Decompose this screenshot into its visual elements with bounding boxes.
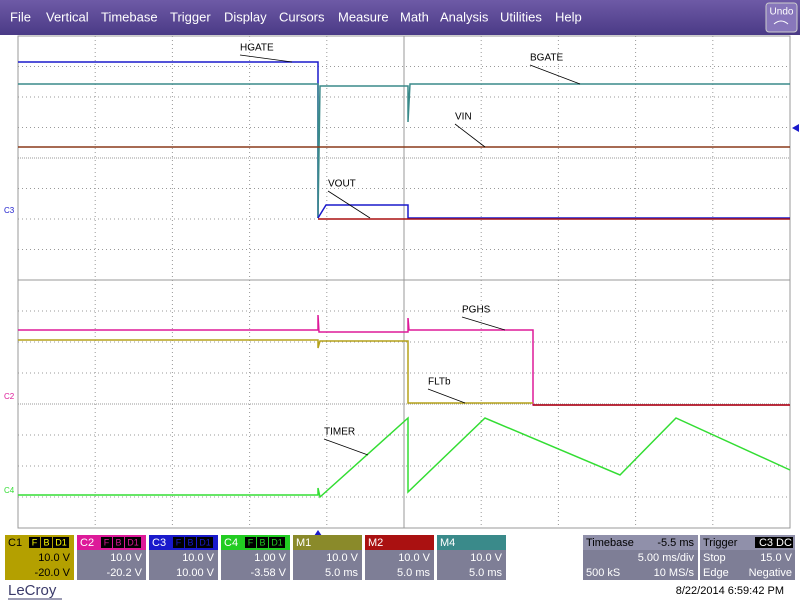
badge-label: B bbox=[115, 537, 121, 547]
channel-marker: C4 bbox=[4, 486, 15, 495]
vout-trace bbox=[318, 205, 790, 218]
timebase-per-div: 5.00 ms/div bbox=[638, 552, 695, 564]
channel-marker: C2 bbox=[4, 392, 15, 401]
trace-label: BGATE bbox=[530, 53, 563, 64]
trigger-slope: Negative bbox=[749, 567, 792, 579]
trace-label: VOUT bbox=[328, 179, 356, 190]
trigger-level-marker bbox=[792, 124, 799, 132]
menu-item[interactable]: Timebase bbox=[101, 9, 158, 24]
trigger-source: C3 bbox=[759, 537, 773, 549]
menu-item[interactable]: Measure bbox=[338, 9, 389, 24]
graticule bbox=[18, 36, 790, 528]
trace-label: VIN bbox=[455, 112, 472, 123]
badge-label: D1 bbox=[199, 537, 211, 547]
badge-label: D1 bbox=[127, 537, 139, 547]
badge-label: B bbox=[187, 537, 193, 547]
channel-offset: -3.58 V bbox=[251, 567, 287, 579]
channel-name: M4 bbox=[440, 537, 455, 549]
timebase-delay: -5.5 ms bbox=[657, 537, 694, 549]
channel-name: C2 bbox=[80, 537, 94, 549]
channel-name: M1 bbox=[296, 537, 311, 549]
menu-item[interactable]: Vertical bbox=[46, 9, 89, 24]
menu-item[interactable]: Analysis bbox=[440, 9, 489, 24]
menu-item[interactable]: Cursors bbox=[279, 9, 325, 24]
channel-offset: -20.0 V bbox=[35, 567, 71, 579]
trace-label: TIMER bbox=[324, 427, 355, 438]
channel-name: M2 bbox=[368, 537, 383, 549]
trigger-mode: Stop bbox=[703, 552, 726, 564]
fltb-trace bbox=[18, 340, 533, 403]
trigger-coupling: DC bbox=[776, 537, 792, 549]
trigger-type: Edge bbox=[703, 567, 729, 579]
channel-name: C4 bbox=[224, 537, 238, 549]
menu-item[interactable]: Display bbox=[224, 9, 267, 24]
hgate-trace bbox=[18, 62, 318, 218]
channel-offset: 10.00 V bbox=[176, 567, 215, 579]
badge-label: F bbox=[248, 537, 254, 547]
leader-line bbox=[428, 389, 465, 403]
channel-marker: C3 bbox=[4, 206, 15, 215]
channel-scale: 10.0 V bbox=[470, 552, 502, 564]
channel-offset: 5.0 ms bbox=[397, 567, 431, 579]
channel-scale: 10.0 V bbox=[326, 552, 358, 564]
trace-label: HGATE bbox=[240, 43, 274, 54]
channel-offset: 5.0 ms bbox=[469, 567, 503, 579]
badge-label: D1 bbox=[271, 537, 283, 547]
timebase-samples: 500 kS bbox=[586, 567, 620, 579]
trigger-title: Trigger bbox=[703, 537, 738, 549]
menu-item[interactable]: Help bbox=[555, 9, 582, 24]
leader-line bbox=[462, 317, 505, 330]
channel-scale: 10.0 V bbox=[398, 552, 430, 564]
timestamp: 8/22/2014 6:59:42 PM bbox=[676, 585, 784, 597]
menu-item[interactable]: Math bbox=[400, 9, 429, 24]
channel-offset: 5.0 ms bbox=[325, 567, 359, 579]
channel-scale: 10.0 V bbox=[182, 552, 214, 564]
status-panel: C1FBD110.0 V-20.0 VC2FBD110.0 V-20.2 VC3… bbox=[5, 535, 795, 599]
badge-label: F bbox=[104, 537, 110, 547]
badge-label: B bbox=[43, 537, 49, 547]
trace-label: PGHS bbox=[462, 305, 491, 316]
channel-name: C1 bbox=[8, 537, 22, 549]
badge-label: D1 bbox=[55, 537, 67, 547]
channel-scale: 10.0 V bbox=[38, 552, 70, 564]
leader-line bbox=[530, 65, 580, 84]
channel-scale: 10.0 V bbox=[110, 552, 142, 564]
undo-label: Undo bbox=[770, 7, 794, 18]
menu-item[interactable]: Utilities bbox=[500, 9, 542, 24]
menu-item[interactable]: Trigger bbox=[170, 9, 211, 24]
menu-item[interactable]: File bbox=[10, 9, 31, 24]
trigger-level: 15.0 V bbox=[760, 552, 792, 564]
channel-name: C3 bbox=[152, 537, 166, 549]
timebase-rate: 10 MS/s bbox=[654, 567, 695, 579]
trace-labels: HGATE BGATE VIN VOUT PGHS FLTb TIMER C3 C2 C4 bbox=[4, 43, 580, 495]
badge-label: B bbox=[259, 537, 265, 547]
leader-line bbox=[240, 55, 292, 62]
channel-scale: 1.00 V bbox=[254, 552, 286, 564]
badge-label: F bbox=[32, 537, 38, 547]
brand: LeCroy bbox=[8, 582, 57, 599]
channel-offset: -20.2 V bbox=[107, 567, 143, 579]
badge-label: F bbox=[176, 537, 182, 547]
timebase-title: Timebase bbox=[586, 537, 634, 549]
trace-label: FLTb bbox=[428, 377, 451, 388]
leader-line bbox=[324, 439, 368, 455]
